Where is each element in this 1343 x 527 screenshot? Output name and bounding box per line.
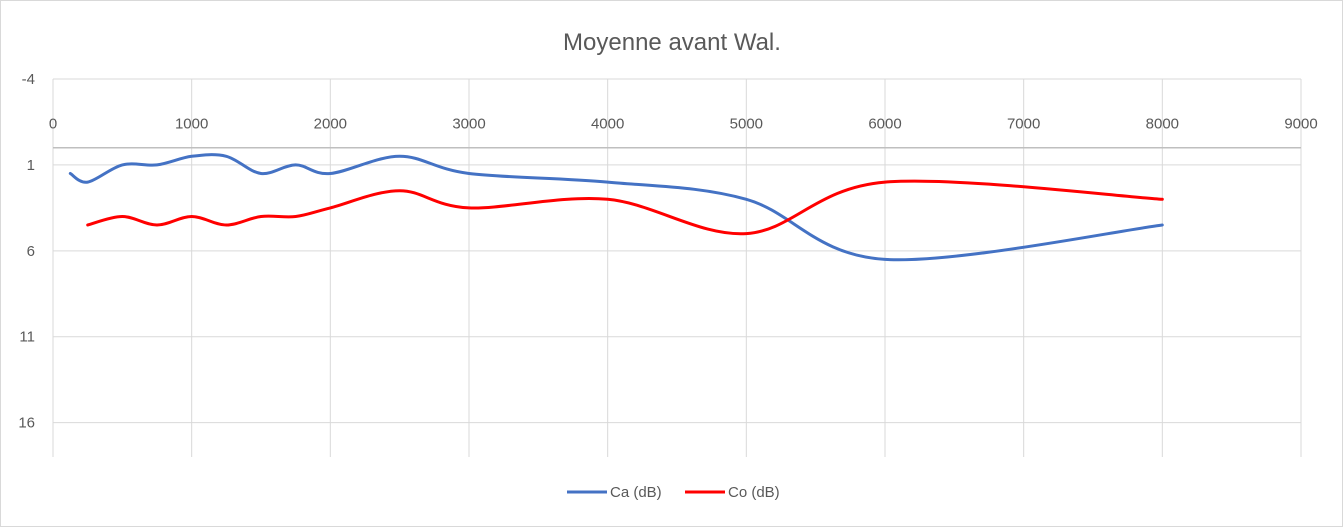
x-tick-label: 9000 — [1284, 116, 1317, 133]
x-tick-label: 8000 — [1146, 116, 1179, 133]
y-tick-label: 16 — [18, 415, 35, 432]
gridlines — [52, 78, 1302, 457]
x-tick-label: 4000 — [591, 116, 624, 133]
series-line-co — [86, 179, 1164, 236]
chart-title: Moyenne avant Wal. — [563, 29, 781, 56]
legend-label: Ca (dB) — [610, 484, 662, 501]
legend: Ca (dB) Co (dB) — [567, 484, 780, 501]
y-tick-label: 11 — [19, 329, 35, 346]
series-line-ca — [68, 153, 1164, 262]
x-tick-label: 1000 — [175, 116, 208, 133]
y-tick-label: -4 — [22, 71, 35, 88]
x-tick-label: 2000 — [314, 116, 347, 133]
y-tick-label: 1 — [27, 157, 35, 174]
x-tick-label: 0 — [49, 116, 57, 133]
y-tick-label: 6 — [27, 243, 35, 260]
x-tick-label: 3000 — [452, 116, 485, 133]
series-lines — [68, 153, 1164, 262]
x-tick-label: 6000 — [868, 116, 901, 133]
x-tick-label: 7000 — [1007, 116, 1040, 133]
legend-label: Co (dB) — [728, 484, 780, 501]
x-tick-label: 5000 — [730, 116, 763, 133]
